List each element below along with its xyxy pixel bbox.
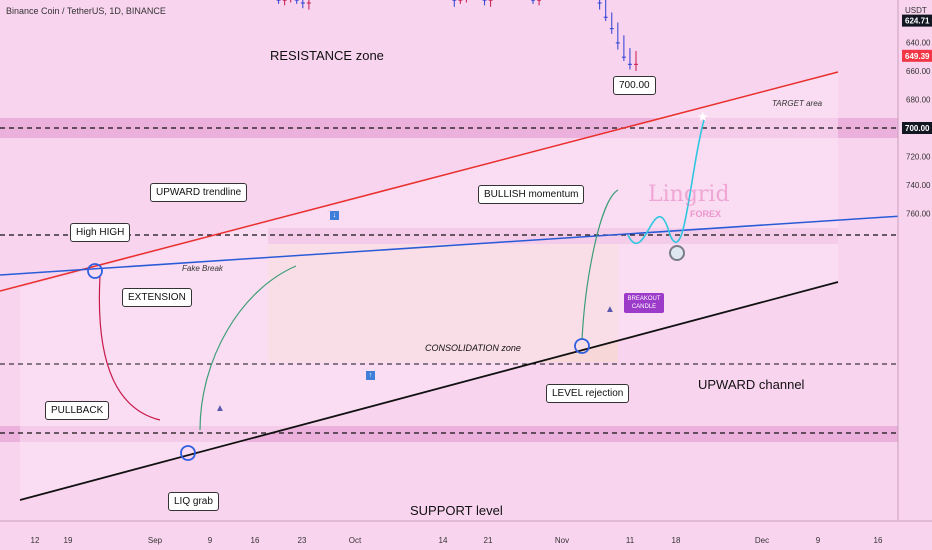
watermark-logo: Lingrid — [648, 182, 730, 207]
price-highlight-label: 624.71 — [905, 17, 930, 26]
price-highlight-tag — [902, 122, 932, 134]
bullish-momentum-label: BULLISH momentum — [478, 185, 585, 204]
target-area-label: TARGET area — [772, 99, 823, 108]
liq-grab-marker — [180, 445, 196, 461]
star-icon: ★ — [697, 109, 709, 124]
pullback-label: PULLBACK — [45, 401, 110, 420]
price-tick-label: 680.00 — [906, 95, 931, 104]
date-tick-label: 14 — [439, 536, 448, 545]
candle-body — [482, 0, 487, 1]
fake-break-label: Fake Break — [182, 264, 223, 273]
price-tick-label: 760.00 — [906, 210, 931, 219]
upward-trendline-label: UPWARD trendline — [150, 183, 248, 202]
price-highlight-label: 649.39 — [905, 52, 930, 61]
candle-body — [294, 0, 299, 1]
price-tick-label: 720.00 — [906, 153, 931, 162]
arrow-down-marker-icon: ↓ — [330, 211, 339, 220]
candle-body — [537, 0, 542, 1]
high-high-marker — [87, 263, 103, 279]
candle-body — [282, 0, 287, 1]
date-tick-label: 23 — [298, 536, 307, 545]
date-tick-label: Sep — [148, 536, 163, 545]
price-tick-label: 660.00 — [906, 67, 931, 76]
candle-body — [615, 42, 620, 44]
candle-body — [452, 0, 457, 1]
candlestick-series — [276, 0, 638, 71]
extension-arrow — [199, 265, 297, 431]
candle-body — [634, 63, 638, 65]
price-highlight-tag — [902, 49, 932, 62]
projection-path — [627, 119, 705, 244]
channel-fill — [20, 72, 838, 500]
high-high-label: High HIGH — [70, 223, 131, 242]
pullback-arrow — [98, 275, 161, 421]
date-tick-label: 18 — [672, 536, 681, 545]
date-tick-label: 9 — [816, 536, 821, 545]
target-price-box: 700.00 — [613, 76, 656, 95]
date-tick-label: Nov — [555, 536, 569, 545]
watermark-forex: FOREX — [690, 209, 722, 219]
date-tick-label: 16 — [251, 536, 260, 545]
candle-body — [621, 56, 626, 58]
candle-body — [488, 0, 493, 1]
liq-grab-label: LIQ grab — [168, 492, 219, 511]
date-tick-label: 19 — [64, 536, 73, 545]
level-rejection-marker — [574, 338, 590, 354]
candle-body — [306, 2, 311, 4]
upward-trendline — [0, 213, 932, 276]
price-axis-bg — [898, 0, 932, 550]
rocket-icon: ▲ — [605, 304, 615, 315]
date-tick-label: Dec — [755, 536, 769, 545]
candle-body — [276, 0, 281, 1]
candle-body — [458, 0, 463, 1]
upward-channel-line — [19, 281, 839, 501]
arrow-up-marker-icon: ↑ — [366, 371, 375, 380]
date-tick-label: Oct — [349, 536, 362, 545]
support-level-label: SUPPORT level — [410, 503, 503, 518]
candle-body — [627, 63, 632, 65]
date-tick-label: 11 — [626, 536, 635, 545]
symbol-title: Binance Coin / TetherUS, 1D, BINANCE — [6, 6, 166, 16]
price-tick-label: 640.00 — [906, 38, 931, 47]
upward-channel-label: UPWARD channel — [698, 377, 805, 392]
date-tick-label: 9 — [208, 536, 213, 545]
candle-body — [300, 2, 305, 4]
price-tick-label: 740.00 — [906, 181, 931, 190]
rocket-icon-2: ▲ — [215, 403, 225, 414]
price-highlight-label: 700.00 — [905, 124, 930, 133]
extension-label: EXTENSION — [122, 288, 192, 307]
candle-body — [531, 0, 536, 1]
consolidation-zone-label: CONSOLIDATION zone — [425, 343, 521, 353]
candle-body — [603, 16, 608, 18]
date-tick-label: 12 — [31, 536, 40, 545]
resistance-zone-label: RESISTANCE zone — [270, 48, 384, 63]
bullish-arrow — [581, 189, 619, 341]
candle-body — [609, 28, 614, 30]
date-tick-label: 16 — [874, 536, 883, 545]
resistance-trendline — [0, 71, 839, 292]
date-tick-label: 21 — [484, 536, 493, 545]
currency-label: USDT — [905, 6, 927, 15]
candle-body — [597, 2, 602, 4]
magnifier-icon — [669, 245, 685, 261]
level-rejection-label: LEVEL rejection — [546, 384, 630, 403]
price-highlight-tag — [902, 14, 932, 27]
breakout-candle-label: BREAKOUT CANDLE — [624, 293, 664, 313]
